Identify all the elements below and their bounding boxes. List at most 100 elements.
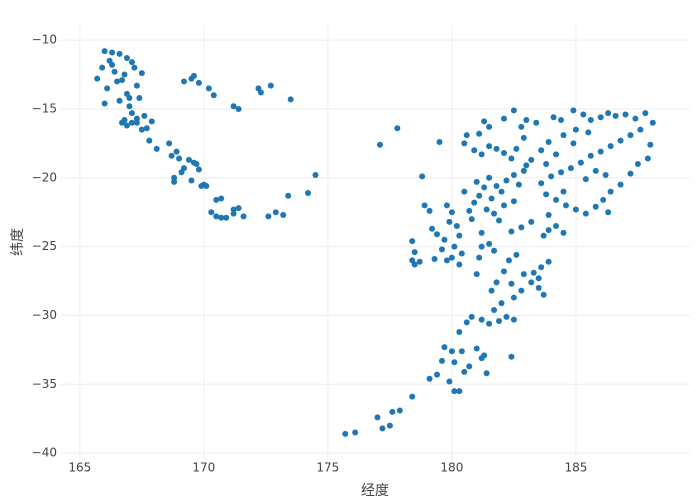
point bbox=[545, 258, 552, 265]
point bbox=[538, 147, 545, 154]
point bbox=[466, 363, 473, 370]
y-tick-label: −30 bbox=[32, 308, 57, 322]
point bbox=[195, 79, 202, 86]
point bbox=[520, 271, 527, 278]
point bbox=[116, 97, 123, 104]
point bbox=[528, 156, 535, 163]
point bbox=[441, 344, 448, 351]
point bbox=[520, 134, 527, 141]
point bbox=[577, 159, 584, 166]
point bbox=[386, 422, 393, 429]
point bbox=[409, 393, 416, 400]
point bbox=[116, 50, 123, 57]
point bbox=[528, 218, 535, 225]
point bbox=[518, 287, 525, 294]
point bbox=[488, 195, 495, 202]
point bbox=[649, 119, 656, 126]
point bbox=[461, 188, 468, 195]
point bbox=[622, 111, 629, 118]
point bbox=[550, 114, 557, 121]
point bbox=[500, 202, 507, 209]
point bbox=[597, 148, 604, 155]
point bbox=[587, 116, 594, 123]
point bbox=[136, 94, 143, 101]
point bbox=[419, 173, 426, 180]
y-tick-label: −35 bbox=[32, 377, 57, 391]
point bbox=[104, 85, 111, 92]
point bbox=[585, 129, 592, 136]
point bbox=[560, 132, 567, 139]
x-axis-title: 经度 bbox=[361, 483, 389, 499]
point bbox=[553, 151, 560, 158]
point bbox=[476, 130, 483, 137]
point bbox=[510, 294, 517, 301]
point bbox=[218, 195, 225, 202]
point bbox=[109, 61, 116, 68]
point bbox=[451, 359, 458, 366]
point bbox=[426, 375, 433, 382]
point bbox=[535, 284, 542, 291]
point bbox=[128, 59, 135, 66]
point bbox=[530, 269, 537, 276]
point bbox=[558, 169, 565, 176]
point bbox=[133, 119, 140, 126]
point bbox=[513, 251, 520, 258]
point bbox=[126, 103, 133, 110]
point bbox=[508, 353, 515, 360]
point bbox=[572, 206, 579, 213]
point bbox=[627, 132, 634, 139]
point bbox=[230, 210, 237, 217]
y-tick-label: −25 bbox=[32, 239, 57, 253]
point bbox=[486, 240, 493, 247]
point bbox=[451, 388, 458, 395]
point bbox=[508, 280, 515, 287]
point bbox=[523, 116, 530, 123]
point bbox=[520, 167, 527, 174]
point bbox=[535, 275, 542, 282]
point bbox=[133, 115, 140, 122]
point bbox=[545, 211, 552, 218]
point bbox=[128, 119, 135, 126]
point bbox=[456, 232, 463, 239]
y-tick-label: −20 bbox=[32, 170, 57, 184]
point bbox=[493, 183, 500, 190]
x-tick-label: 165 bbox=[68, 461, 91, 475]
y-tick-label: −40 bbox=[32, 446, 57, 460]
point bbox=[605, 110, 612, 117]
point bbox=[119, 77, 126, 84]
point bbox=[486, 143, 493, 150]
point bbox=[518, 224, 525, 231]
point bbox=[443, 257, 450, 264]
point bbox=[491, 210, 498, 217]
point bbox=[466, 207, 473, 214]
point bbox=[448, 348, 455, 355]
point bbox=[190, 72, 197, 79]
point bbox=[463, 319, 470, 326]
point bbox=[473, 271, 480, 278]
point bbox=[374, 414, 381, 421]
point bbox=[602, 172, 609, 179]
point bbox=[188, 177, 195, 184]
point bbox=[515, 181, 522, 188]
point bbox=[607, 188, 614, 195]
point bbox=[431, 256, 438, 263]
point bbox=[190, 159, 197, 166]
point bbox=[471, 199, 478, 206]
point bbox=[389, 408, 396, 415]
point bbox=[416, 258, 423, 265]
point bbox=[500, 268, 507, 275]
point bbox=[500, 115, 507, 122]
point bbox=[473, 345, 480, 352]
point bbox=[456, 328, 463, 335]
point bbox=[605, 209, 612, 216]
point bbox=[235, 205, 242, 212]
point bbox=[508, 228, 515, 235]
point bbox=[560, 229, 567, 236]
y-tick-label: −10 bbox=[32, 33, 57, 47]
point bbox=[540, 232, 547, 239]
x-tick-label: 185 bbox=[564, 461, 587, 475]
point bbox=[545, 139, 552, 146]
point bbox=[342, 430, 349, 437]
point bbox=[463, 132, 470, 139]
point bbox=[436, 139, 443, 146]
